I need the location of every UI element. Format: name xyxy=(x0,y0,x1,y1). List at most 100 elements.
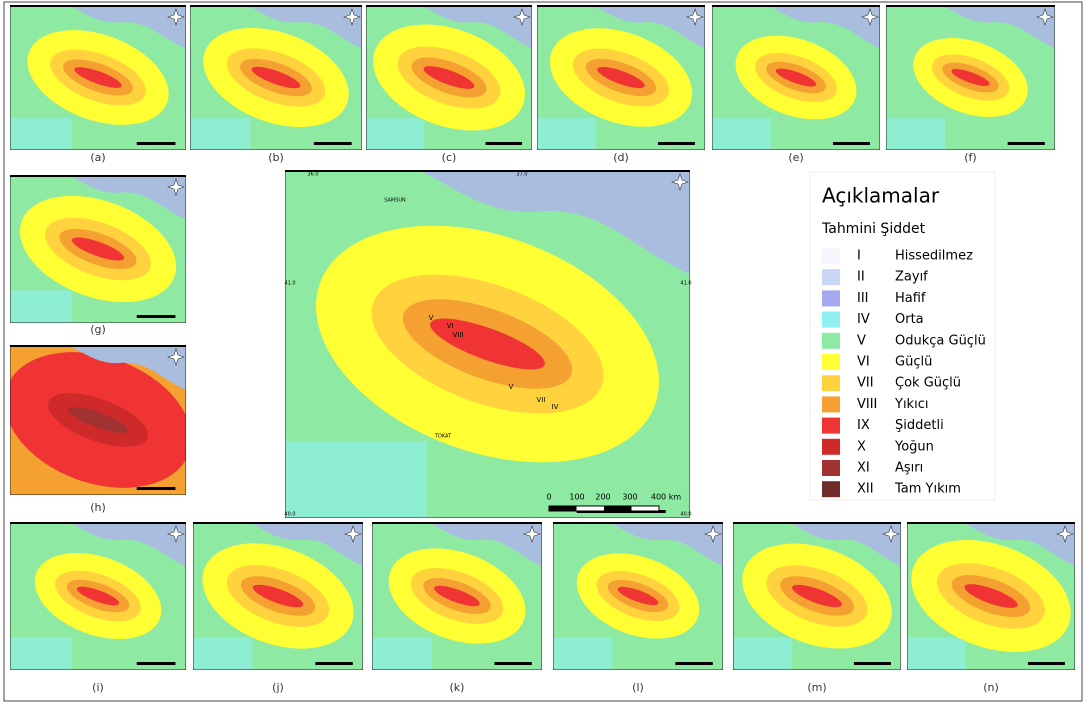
map-panel xyxy=(10,5,186,150)
legend-name: Hafif xyxy=(895,291,926,306)
map-panel xyxy=(896,519,1086,672)
scale-bar xyxy=(833,142,870,145)
figure: Açıklamalar Tahmini Şiddet I Hissedilmez I… xyxy=(0,0,1086,704)
city-label: TOKAT xyxy=(434,434,452,440)
legend-roman: V xyxy=(857,333,866,348)
main-scale-seg xyxy=(604,506,632,511)
legend-swatch xyxy=(822,460,840,476)
legend-swatch xyxy=(822,354,840,370)
scale-bar xyxy=(1008,142,1045,145)
panel-label: (j) xyxy=(272,681,284,694)
lowland-patch xyxy=(553,637,613,670)
lowland-patch xyxy=(190,118,250,150)
legend-name: Şiddetli xyxy=(895,418,944,433)
map-panel xyxy=(5,175,191,323)
map-panel xyxy=(712,5,880,150)
lowland-patch xyxy=(366,118,424,150)
legend-swatch xyxy=(822,418,840,434)
panel-label: (b) xyxy=(268,151,284,164)
legend-swatch xyxy=(822,290,840,306)
lon-label: 37.0 xyxy=(516,172,527,178)
scale-bar xyxy=(137,315,176,318)
lat-label: 41.0 xyxy=(284,281,295,287)
legend-name: Tam Yıkım xyxy=(894,482,961,497)
lowland-patch xyxy=(193,637,253,670)
panel-label: (m) xyxy=(807,681,826,694)
map-panel xyxy=(10,522,186,670)
scale-label: 200 xyxy=(595,493,610,502)
scale-label: 300 xyxy=(622,493,637,502)
panel-label: (c) xyxy=(442,151,457,164)
map-panel xyxy=(536,5,706,150)
lowland-patch xyxy=(285,441,427,518)
panel-label: (a) xyxy=(90,151,105,164)
legend-swatch xyxy=(822,269,840,285)
map-panel xyxy=(886,5,1055,150)
legend-name: Odukça Güçlü xyxy=(895,333,986,348)
legend-swatch xyxy=(822,333,840,349)
legend-swatch xyxy=(822,312,840,328)
map-panel xyxy=(553,522,723,670)
legend-roman: IX xyxy=(857,418,870,433)
panel-label: (n) xyxy=(983,681,999,694)
scale-bar xyxy=(675,662,712,665)
lowland-patch xyxy=(712,118,771,150)
scale-label: 400 km xyxy=(651,493,681,502)
scale-label: 100 xyxy=(569,493,584,502)
lowland-patch xyxy=(733,637,792,670)
legend-roman: X xyxy=(857,439,866,454)
map-panel xyxy=(728,522,907,670)
legend-roman: XII xyxy=(857,482,874,497)
lon-label: 36.0 xyxy=(307,172,318,178)
panel-label: (h) xyxy=(90,501,106,514)
map-panel xyxy=(190,5,363,150)
legend-subtitle: Tahmini Şiddet xyxy=(821,221,926,237)
lowland-patch xyxy=(10,118,72,150)
contour-label: V xyxy=(429,314,434,322)
legend-roman: IV xyxy=(857,312,870,327)
panel-label: (i) xyxy=(92,681,104,694)
lowland-patch xyxy=(537,118,596,150)
legend-roman: I xyxy=(857,249,861,264)
legend-swatch xyxy=(822,396,840,412)
panel-label: (l) xyxy=(632,681,644,694)
legend-roman: XI xyxy=(857,461,870,476)
legend-roman: II xyxy=(857,270,865,285)
scale-bar xyxy=(1028,662,1065,665)
contour-label: VI xyxy=(447,322,454,330)
legend-roman: III xyxy=(857,291,869,306)
legend-roman: VI xyxy=(857,355,870,370)
lat-label: 40.0 xyxy=(284,512,295,518)
legend-swatch xyxy=(822,439,840,455)
scale-bar xyxy=(494,662,531,665)
map-panel xyxy=(358,5,539,150)
legend-name: Hissedilmez xyxy=(895,249,973,264)
map-panel xyxy=(372,522,542,670)
lat-label: 41.0 xyxy=(680,281,691,287)
scale-bar xyxy=(315,662,352,665)
lowland-patch xyxy=(886,118,945,150)
scale-label: 0 xyxy=(546,493,551,502)
legend-name: Aşırı xyxy=(895,461,923,476)
main-scale-seg xyxy=(549,506,577,511)
legend-roman: VII xyxy=(857,376,874,391)
legend-title: Açıklamalar xyxy=(822,184,940,208)
lowland-patch xyxy=(372,637,432,670)
legend-name: Zayıf xyxy=(895,270,928,285)
scale-bar xyxy=(137,142,176,145)
legend-name: Yoğun xyxy=(894,439,934,454)
scale-bar xyxy=(137,662,176,665)
legend-name: Güçlü xyxy=(895,355,932,370)
legend-swatch xyxy=(822,375,840,391)
legend-swatch xyxy=(822,248,840,264)
legend: Açıklamalar Tahmini Şiddet I Hissedilmez I… xyxy=(810,172,995,500)
lat-label: 40.0 xyxy=(680,512,691,518)
legend-roman: VIII xyxy=(857,397,877,412)
legend-name: Orta xyxy=(895,312,924,327)
panel-label: (k) xyxy=(450,681,465,694)
contour-label: V xyxy=(509,383,514,391)
scale-bar xyxy=(314,142,352,145)
map-panel xyxy=(188,522,369,670)
scale-bar xyxy=(854,662,891,665)
contour-label: VIII xyxy=(453,331,464,339)
